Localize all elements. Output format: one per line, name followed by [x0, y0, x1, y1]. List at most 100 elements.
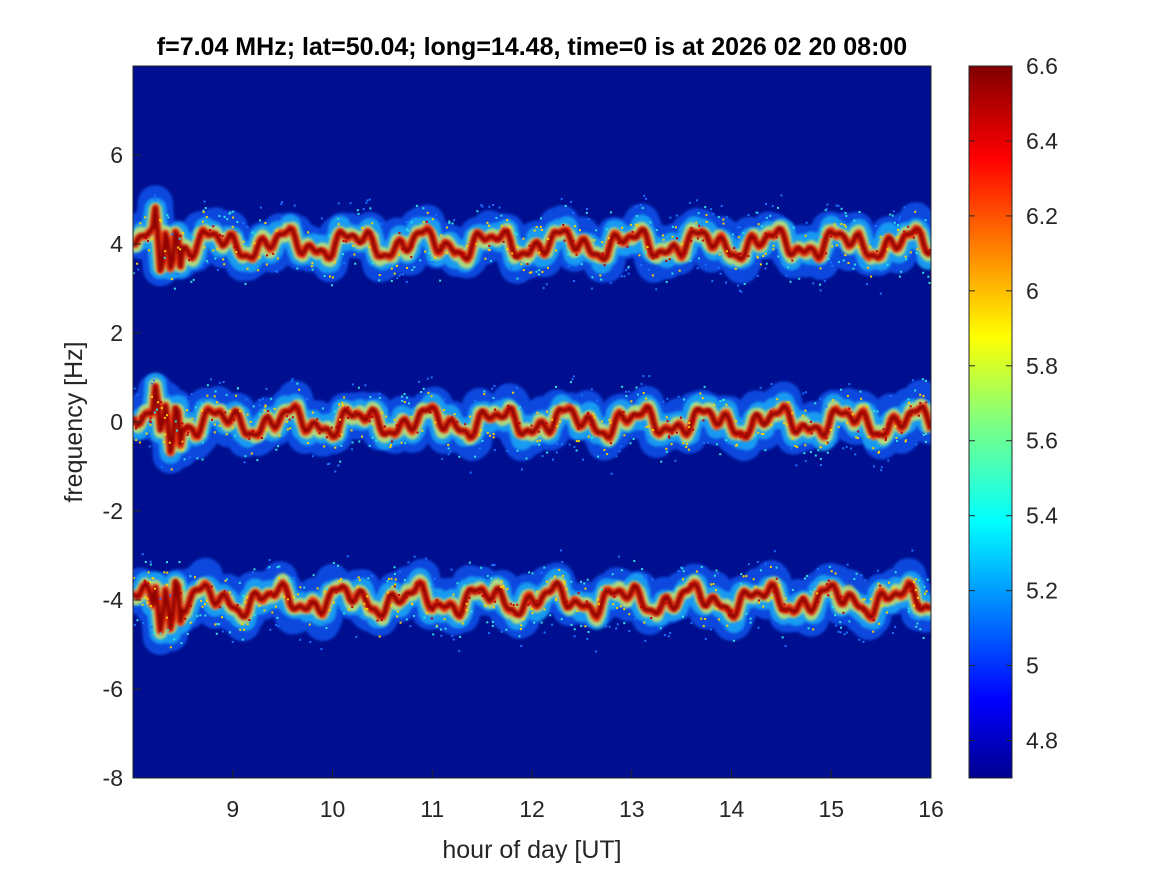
band-2-speckle [380, 618, 383, 621]
band-2-speckle [726, 624, 729, 627]
band-2-speckle [530, 608, 533, 610]
band-0-speckle [737, 284, 740, 287]
band-2-speckle [491, 625, 494, 627]
band-0-speckle [219, 234, 222, 237]
band-2-speckle [737, 608, 740, 611]
band-2-speckle [163, 571, 166, 574]
band-0-speckle [264, 238, 267, 241]
band-0-speckle [495, 236, 498, 239]
band-0-speckle [627, 267, 630, 270]
band-1-speckle [358, 440, 361, 443]
band-1-speckle [401, 395, 404, 398]
band-1-speckle [819, 457, 822, 460]
band-1-speckle [675, 431, 678, 434]
band-1-speckle [173, 439, 175, 442]
band-0-speckle [246, 225, 249, 228]
band-1-speckle [451, 416, 454, 419]
band-1-speckle [703, 385, 706, 388]
band-1-speckle [922, 434, 925, 436]
band-0-speckle [190, 258, 193, 261]
band-2-speckle [235, 609, 238, 612]
band-0-speckle [488, 224, 490, 227]
band-1-speckle [291, 416, 294, 419]
band-1-speckle [867, 436, 870, 439]
band-0-speckle [918, 229, 921, 232]
band-2-speckle [271, 611, 274, 614]
band-1-speckle [623, 434, 626, 437]
band-1-speckle [443, 409, 446, 411]
band-1-speckle [176, 429, 178, 432]
band-0-speckle [369, 207, 372, 210]
band-0-speckle [540, 229, 543, 231]
band-0-speckle [760, 225, 763, 228]
band-2-speckle [223, 589, 226, 592]
band-1-speckle [600, 420, 603, 423]
band-0-speckle [605, 228, 608, 231]
band-0-speckle [226, 218, 229, 221]
band-0-speckle [371, 262, 374, 265]
band-2-speckle [458, 650, 461, 653]
band-1-speckle [339, 460, 342, 463]
band-0-speckle [274, 269, 277, 272]
band-2-speckle [518, 635, 521, 638]
band-1-speckle [434, 421, 437, 424]
band-1-speckle [338, 403, 341, 406]
band-2-speckle [758, 601, 761, 604]
band-2-speckle [253, 613, 256, 616]
band-0-speckle [167, 216, 170, 219]
band-1-speckle [538, 430, 541, 433]
band-1-speckle [682, 398, 685, 401]
band-2-speckle [762, 605, 765, 608]
band-2-speckle [843, 596, 846, 599]
band-2-speckle [246, 581, 249, 583]
band-1-speckle [154, 384, 157, 387]
band-0-speckle [909, 251, 912, 254]
band-0-speckle [200, 265, 203, 268]
band-0-speckle [904, 255, 907, 258]
band-0-speckle [154, 198, 157, 201]
band-0-speckle [405, 221, 408, 224]
x-tick-label: 14 [719, 796, 745, 822]
band-2-speckle [387, 591, 390, 594]
band-2-speckle [611, 573, 614, 576]
band-0-speckle [538, 251, 541, 254]
band-2-speckle [600, 588, 603, 591]
band-2-speckle [907, 610, 910, 613]
band-2-speckle [136, 619, 139, 622]
band-1-speckle [403, 393, 406, 395]
band-2-speckle [704, 618, 707, 620]
band-2-speckle [800, 596, 803, 599]
band-1-speckle [915, 443, 918, 446]
band-2-speckle [520, 624, 523, 627]
y-tick-label: 6 [110, 142, 123, 168]
band-1-speckle [925, 432, 927, 435]
band-2-speckle [409, 625, 412, 628]
band-1-speckle [330, 426, 333, 429]
band-2-speckle [756, 561, 759, 563]
band-2-speckle [443, 618, 446, 621]
band-2-speckle [403, 578, 406, 581]
band-1-speckle [762, 433, 765, 435]
band-2-speckle [494, 600, 497, 603]
band-0-speckle [772, 248, 775, 251]
band-0-speckle [646, 246, 649, 248]
band-1-speckle [452, 421, 455, 424]
band-2-speckle [749, 621, 752, 624]
band-2-speckle [773, 550, 776, 553]
band-2-speckle [190, 592, 193, 595]
band-0-speckle [569, 201, 572, 203]
band-0-speckle [635, 223, 637, 226]
band-1-speckle [321, 407, 324, 410]
band-0-speckle [764, 252, 767, 255]
band-1-speckle [206, 431, 209, 433]
band-1-speckle [270, 397, 273, 400]
band-0-speckle [307, 231, 310, 234]
band-2-speckle [543, 608, 546, 611]
band-2-speckle [390, 604, 393, 607]
band-1-speckle [261, 397, 264, 400]
band-0-speckle [202, 211, 205, 214]
band-0-speckle [147, 240, 149, 242]
band-1-speckle [453, 413, 456, 416]
band-0-speckle [435, 219, 438, 222]
band-1-speckle [245, 398, 248, 401]
